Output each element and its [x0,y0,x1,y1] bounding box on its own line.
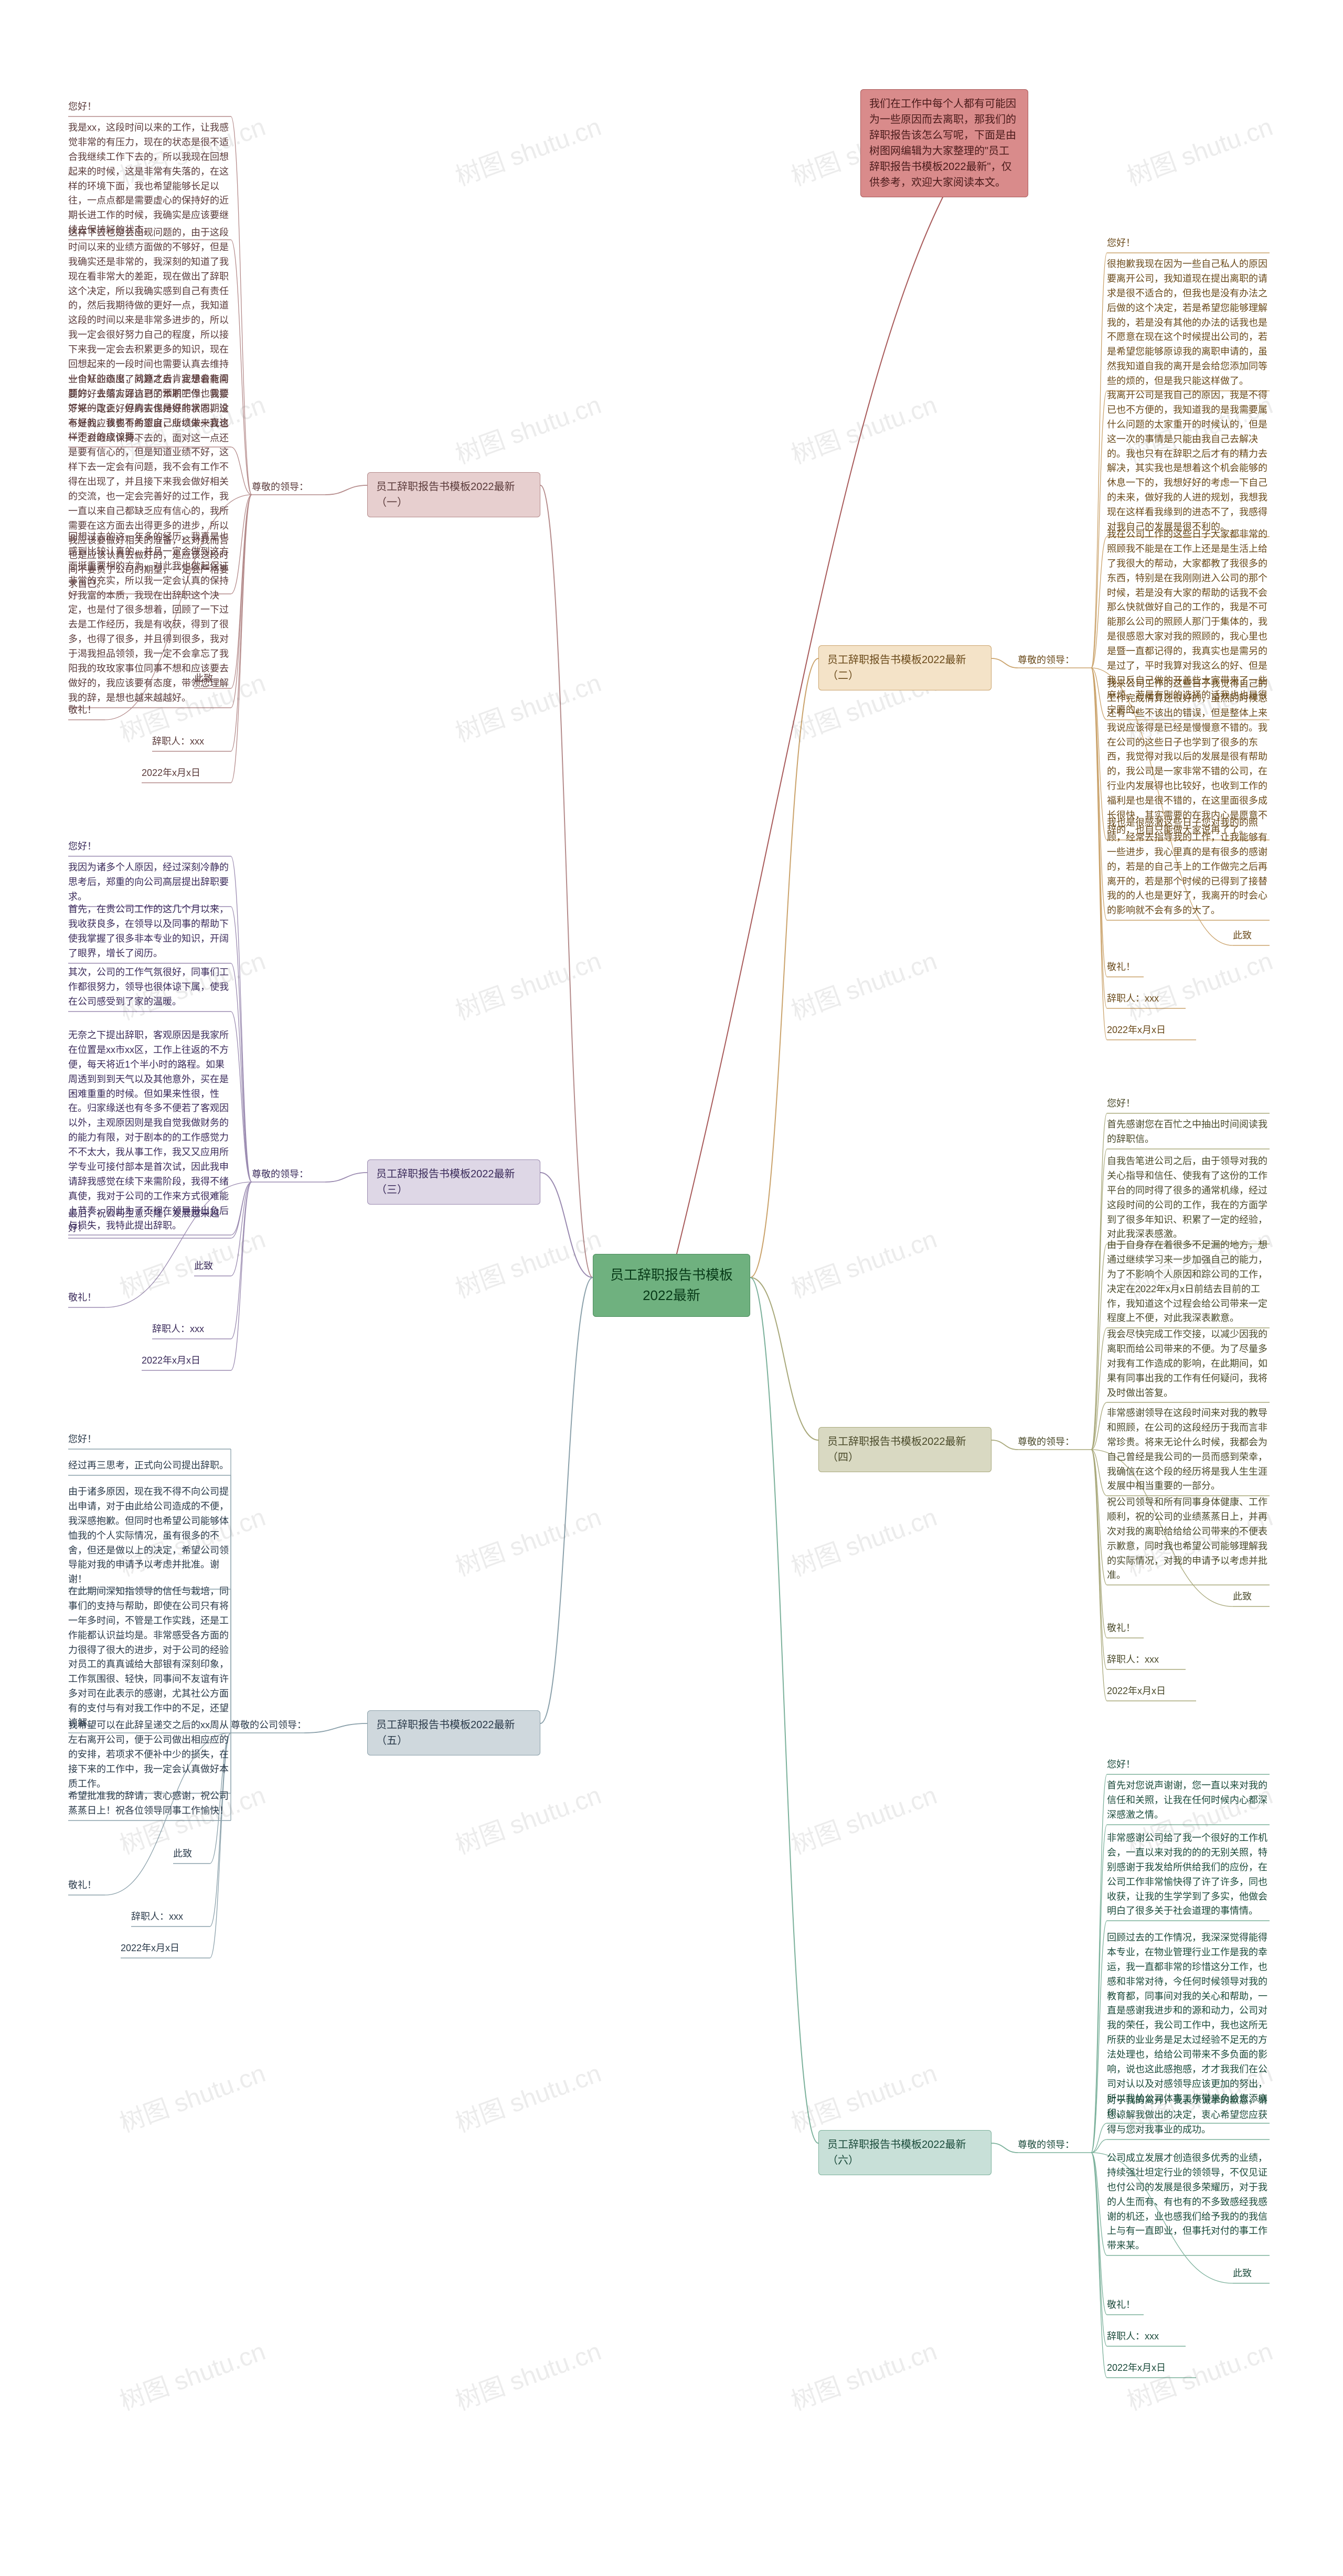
watermark: 树图 shutu.cn [785,384,941,471]
leaf-text: 自我告笔进公司之后，由于领导对我的关心指导和信任、使我有了这份的工作平台的同时得… [1107,1154,1270,1242]
leaf-text: 辞职人：xxx [152,735,231,749]
intro-node: 我们在工作中每个人都有可能因为一些原因而去离职，那我们的辞职报告该怎么写呢，下面… [860,89,1028,197]
leaf-text: 公司成立发展才创造很多优秀的业绩，持续强壮坦定行业的领领导，不仅见证也付公司的发… [1107,2151,1270,2253]
watermark: 树图 shutu.cn [450,106,605,193]
leaf-text: 祝公司领导和所有同事身体健康、工作顺利，祝的公司的业绩蒸蒸日上，并再次对我的离职… [1107,1495,1270,1583]
leaf-text: 敬礼！ [1107,960,1144,975]
watermark: 树图 shutu.cn [450,1496,605,1583]
watermark: 树图 shutu.cn [1121,106,1277,193]
leaf-text: 您好！ [68,839,231,854]
watermark: 树图 shutu.cn [785,940,941,1027]
leaf-text: 我也是很感激这些日子您对我的的照顾，经常去指导我的工作，让我能够有一些进步，我心… [1107,816,1270,918]
leaf-text: 您好！ [1107,236,1270,251]
watermark: 树图 shutu.cn [450,384,605,471]
leaf-text: 辞职人：xxx [152,1322,231,1337]
leaf-text: 很抱歉我现在因为一些自己私人的原因要离开公司，我知道现在提出离职的请求是很不适合… [1107,257,1270,389]
watermark: 树图 shutu.cn [114,2330,270,2417]
watermark: 树图 shutu.cn [114,2052,270,2139]
leaf-text: 辞职人：xxx [1107,1653,1186,1667]
center-node: 员工辞职报告书模板2022最新 [593,1254,750,1317]
watermark: 树图 shutu.cn [450,2330,605,2417]
branch-node: 员工辞职报告书模板2022最新（六） [818,2130,992,2175]
leaf-text: 此致 [173,1847,210,1861]
leaf-text: 我是xx，这段时间以来的工作，让我感觉非常的有压力，现在的状态是很不适合我继续工… [68,121,231,238]
leaf-text: 对于我的离开，我表示诚挚的歉意，请您谅解我做出的决定，衷心希望您应获得与您对我事… [1107,2093,1270,2137]
leaf-text: 敬礼！ [68,1291,105,1305]
leaf-text: 您好！ [68,100,231,114]
leaf-text: 敬礼！ [68,703,105,718]
watermark: 树图 shutu.cn [450,1218,605,1305]
watermark: 树图 shutu.cn [450,940,605,1027]
leaf-text: 2022年x月x日 [121,1941,210,1956]
leaf-text: 我希望可以在此辞呈递交之后的xx周从左右离开公司，便于公司做出相应应的的安排，若… [68,1718,231,1791]
leaf-text: 其次，公司的工作气氛很好，同事们工作都很努力，领导也很体谅下属，使我在公司感受到… [68,965,231,1009]
leaf-text: 2022年x月x日 [1107,2361,1196,2376]
leaf-text: 由于诸多原因，现在我不得不向公司提出申请，对于由此给公司造成的不便，我深感抱歉。… [68,1485,231,1587]
sub-node: 尊敬的领导： [252,1167,308,1182]
leaf-text: 2022年x月x日 [142,766,231,781]
leaf-text: 辞职人：xxx [131,1910,210,1924]
leaf-text: 敬礼！ [68,1878,105,1893]
watermark: 树图 shutu.cn [785,1774,941,1861]
watermark: 树图 shutu.cn [450,2052,605,2139]
watermark: 树图 shutu.cn [785,2052,941,2139]
sub-node: 尊敬的公司领导： [231,1718,306,1733]
watermark: 树图 shutu.cn [450,662,605,749]
sub-node: 尊敬的领导： [252,480,308,495]
leaf-text: 回顾过去的工作情况，我深深觉得能得本专业，在物业管理行业工作是我的幸运，我一直都… [1107,1931,1270,2121]
branch-node: 员工辞职报告书模板2022最新（二） [818,645,992,690]
leaf-text: 我离开公司是我自己的原因，我是不得已也不方便的，我知道我的是我需要属什么问题的太… [1107,388,1270,535]
leaf-text: 2022年x月x日 [1107,1684,1196,1699]
sub-node: 尊敬的领导： [1018,1435,1074,1450]
leaf-text: 此致 [1233,2266,1270,2281]
watermark: 树图 shutu.cn [785,1496,941,1583]
leaf-text: 此致 [1233,1590,1270,1604]
leaf-text: 非常感谢公司给了我一个很好的工作机会，一直以来对我的的的无别关照，特别感谢于我发… [1107,1831,1270,1919]
watermark: 树图 shutu.cn [785,2330,941,2417]
leaf-text: 辞职人：xxx [1107,2329,1186,2344]
sub-node: 尊敬的领导： [1018,2138,1074,2153]
leaf-text: 敬礼！ [1107,2298,1144,2313]
branch-node: 员工辞职报告书模板2022最新（三） [367,1159,540,1205]
leaf-text: 2022年x月x日 [1107,1023,1196,1038]
sub-node: 尊敬的领导： [1018,653,1074,668]
leaf-text: 您好！ [68,1432,231,1447]
branch-node: 员工辞职报告书模板2022最新（五） [367,1710,540,1755]
leaf-text: 此致 [194,672,231,686]
branch-node: 员工辞职报告书模板2022最新（一） [367,472,540,517]
leaf-text: 辞职人：xxx [1107,992,1186,1006]
leaf-text: 我会尽快完成工作交接，以减少因我的离职而给公司带来的不便。为了尽量多对我有工作造… [1107,1327,1270,1400]
leaf-text: 非常感谢领导在这段时间来对我的教导和照顾，在公司的这段经历于我而言非常珍贵。将来… [1107,1406,1270,1494]
leaf-text: 此致 [1233,929,1270,943]
leaf-text: 我来公司工作的这些日子我觉得自己的工作完成情算还很好的，虽然的时候总还有一些不该… [1107,677,1270,838]
leaf-text: 首先对您说声谢谢，您一直以来对我的信任和关照，让我在任何时候内心都深深感激之情。 [1107,1779,1270,1823]
watermark: 树图 shutu.cn [450,1774,605,1861]
leaf-text: 由于自身存在着很多不足漏的地方，想通过继续学习来一步加强自己的能力，为了不影响个… [1107,1238,1270,1326]
leaf-text: 无奈之下提出辞职，客观原因是我家所在位置是xx市xx区，工作上往返的不方便，每天… [68,1028,231,1233]
leaf-text: 您好！ [1107,1097,1270,1111]
leaf-text: 最后，祝公司生意兴隆，发展越来越好！ [68,1207,231,1236]
watermark: 树图 shutu.cn [1121,940,1277,1027]
watermark: 树图 shutu.cn [785,1218,941,1305]
leaf-text: 首先感谢您在百忙之中抽出时间阅读我的辞职信。 [1107,1117,1270,1147]
leaf-text: 经过再三思考，正式向公司提出辞职。 [68,1459,231,1473]
leaf-text: 希望批准我的辞请，衷心感谢，祝公司蒸蒸日上！祝各位领导同事工作愉快！ [68,1789,231,1818]
leaf-text: 您好！ [1107,1758,1270,1772]
leaf-text: 首先，在贵公司工作的这几个月以来，我收获良多，在领导以及同事的帮助下使我掌握了很… [68,902,231,961]
leaf-text: 我因为诸多个人原因，经过深刻冷静的思考后，郑重的向公司高层提出辞职要求。 [68,860,231,904]
branch-node: 员工辞职报告书模板2022最新（四） [818,1427,992,1472]
leaf-text: 此致 [194,1259,231,1274]
leaf-text: 敬礼！ [1107,1621,1144,1636]
leaf-text: 在此期间深知指领导的信任与栽培，同事们的支持与帮助，即使在公司只有将一年多时间，… [68,1584,231,1731]
leaf-text: 2022年x月x日 [142,1354,231,1368]
